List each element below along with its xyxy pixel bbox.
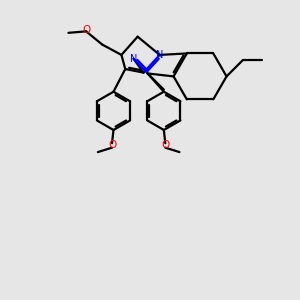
Text: N: N: [130, 54, 137, 64]
Text: O: O: [108, 140, 116, 150]
Text: O: O: [82, 25, 91, 35]
Text: N: N: [156, 50, 164, 60]
Text: O: O: [161, 140, 170, 150]
